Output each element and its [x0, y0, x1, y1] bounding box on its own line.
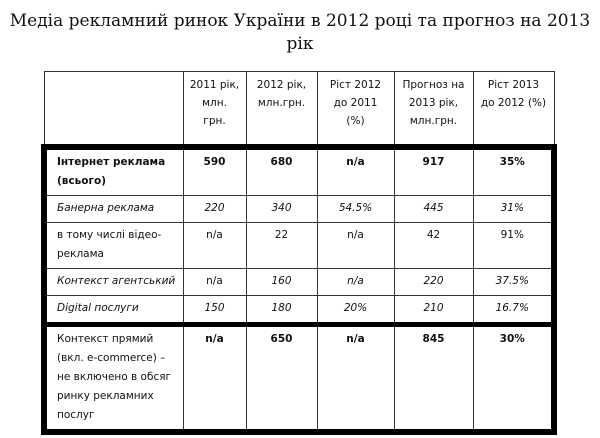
header-row: 2011 рік, млн. грн. 2012 рік, млн.грн. Р…	[43, 71, 555, 148]
cell-forecast-2013: 42	[393, 222, 474, 269]
table-row: Digital послуги 150 180 20% 210 16.7%	[41, 295, 557, 327]
cell-growth-2013: 31%	[472, 195, 557, 223]
cell-forecast-2013: 445	[393, 195, 474, 223]
table-row: в тому числі відео-реклама n/a 22 n/a 42…	[41, 222, 557, 269]
cell-growth-2013: 16.7%	[472, 295, 557, 327]
table-row: Контекст прямий (вкл. e-commerce) – не в…	[41, 322, 557, 435]
header-growth-2012: Ріст 2012 до 2011 (%)	[316, 71, 395, 148]
row-label: Банерна реклама	[41, 195, 184, 223]
cell-2011: 150	[182, 295, 247, 327]
row-label: в тому числі відео-реклама	[41, 222, 184, 269]
cell-2012: 160	[245, 268, 318, 296]
cell-2011: n/a	[182, 268, 247, 296]
cell-2011: n/a	[182, 322, 247, 435]
page-title: Медіа рекламний ринок України в 2012 роц…	[9, 11, 591, 54]
cell-growth-2012: 20%	[316, 295, 395, 327]
header-2011: 2011 рік, млн. грн.	[182, 71, 247, 148]
cell-growth-2013: 37.5%	[472, 268, 557, 296]
header-2012: 2012 рік, млн.грн.	[245, 71, 318, 148]
cell-2012: 650	[245, 322, 318, 435]
row-label: Контекст прямий (вкл. e-commerce) – не в…	[41, 322, 184, 435]
cell-2011: n/a	[182, 222, 247, 269]
header-growth-2013: Ріст 2013 до 2012 (%)	[472, 71, 555, 148]
cell-growth-2012: n/a	[316, 144, 395, 196]
cell-forecast-2013: 220	[393, 268, 474, 296]
cell-2012: 340	[245, 195, 318, 223]
cell-growth-2012: n/a	[316, 268, 395, 296]
cell-forecast-2013: 845	[393, 322, 474, 435]
row-label: Інтернет реклама (всього)	[41, 144, 184, 196]
row-label: Digital послуги	[41, 295, 184, 327]
cell-growth-2013: 35%	[472, 144, 557, 196]
table-row: Банерна реклама 220 340 54.5% 445 31%	[41, 195, 557, 223]
cell-growth-2012: 54.5%	[316, 195, 395, 223]
row-label: Контекст агентський	[41, 268, 184, 296]
table-row: Контекст агентський n/a 160 n/a 220 37.5…	[41, 268, 557, 296]
cell-2012: 22	[245, 222, 318, 269]
cell-growth-2012: n/a	[316, 322, 395, 435]
header-label	[43, 71, 184, 148]
market-table: 2011 рік, млн. грн. 2012 рік, млн.грн. Р…	[41, 71, 557, 435]
cell-2012: 680	[245, 144, 318, 196]
table-row: Інтернет реклама (всього) 590 680 n/a 91…	[41, 144, 557, 196]
cell-growth-2013: 30%	[472, 322, 557, 435]
cell-2011: 590	[182, 144, 247, 196]
header-forecast-2013: Прогноз на 2013 рік, млн.грн.	[393, 71, 474, 148]
cell-forecast-2013: 210	[393, 295, 474, 327]
cell-growth-2012: n/a	[316, 222, 395, 269]
cell-growth-2013: 91%	[472, 222, 557, 269]
cell-2012: 180	[245, 295, 318, 327]
cell-2011: 220	[182, 195, 247, 223]
cell-forecast-2013: 917	[393, 144, 474, 196]
